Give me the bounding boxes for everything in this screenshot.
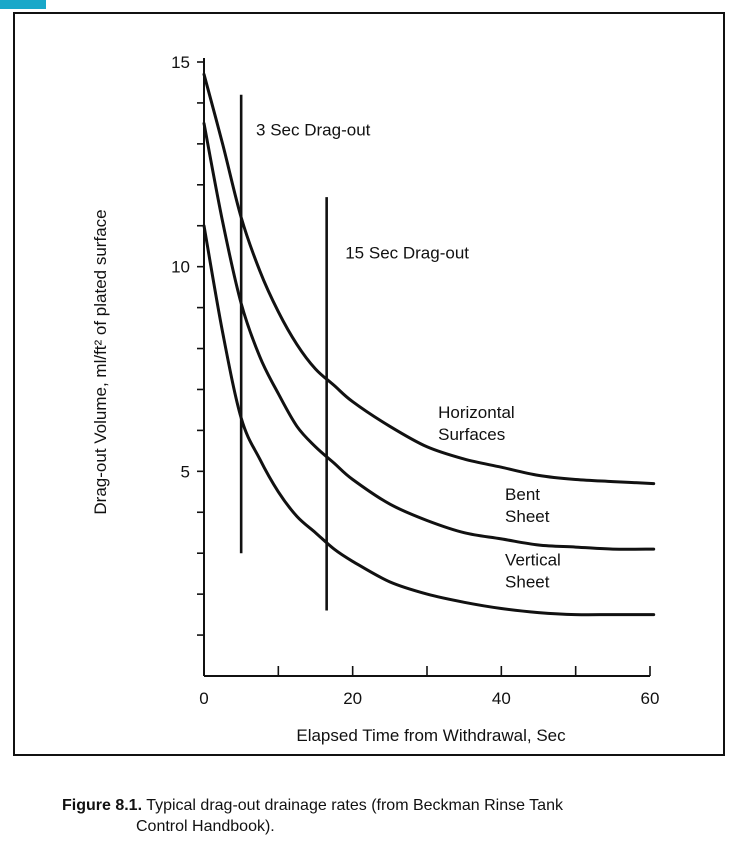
y-tick-label: 10 [171, 258, 190, 277]
series-label-bent-sheet-line2: Sheet [505, 507, 550, 526]
series-label-vertical-sheet-line1: Vertical [505, 550, 561, 569]
figure-caption: Figure 8.1. Typical drag-out drainage ra… [62, 795, 722, 837]
figure-frame [13, 12, 725, 756]
series-label-vertical-sheet-line2: Sheet [505, 572, 550, 591]
series-label-horizontal-surfaces-line1: Horizontal [438, 403, 515, 422]
x-tick-label: 0 [199, 689, 208, 708]
series-label-horizontal-surfaces-line2: Surfaces [438, 425, 505, 444]
caption-text-line1: Typical drag-out drainage rates (from Be… [146, 797, 563, 814]
x-axis-title: Elapsed Time from Withdrawal, Sec [296, 726, 566, 745]
y-tick-label: 5 [181, 462, 190, 481]
x-tick-label: 40 [492, 689, 511, 708]
x-tick-label: 60 [641, 689, 660, 708]
page-corner-tab [0, 0, 46, 9]
series-line-vertical-sheet [202, 224, 656, 617]
x-tick-label: 20 [343, 689, 362, 708]
axes: 0 20 40 60 5 10 15 Elapsed Time from Withdrawal… [91, 53, 659, 745]
marker-label-2: 15 Sec Drag-out [345, 243, 469, 262]
drag-out-chart: 0 20 40 60 5 10 15 Elapsed Time from Withdrawal… [91, 53, 659, 745]
marker-label-1: 3 Sec Drag-out [256, 121, 371, 140]
series-line-horizontal-surfaces [202, 72, 656, 486]
series-lines [202, 72, 656, 617]
series-label-bent-sheet-line1: Bent [505, 485, 540, 504]
series-line-bent-sheet [202, 121, 656, 551]
y-axis-title: Drag-out Volume, ml/ft² of plated surfac… [91, 209, 110, 514]
chart-labels: 3 Sec Drag-out 15 Sec Drag-out Horizontal S… [256, 121, 561, 592]
caption-text-line2: Control Handbook). [136, 818, 275, 835]
figure-label: Figure 8.1. [62, 797, 143, 814]
y-tick-label: 15 [171, 53, 190, 72]
